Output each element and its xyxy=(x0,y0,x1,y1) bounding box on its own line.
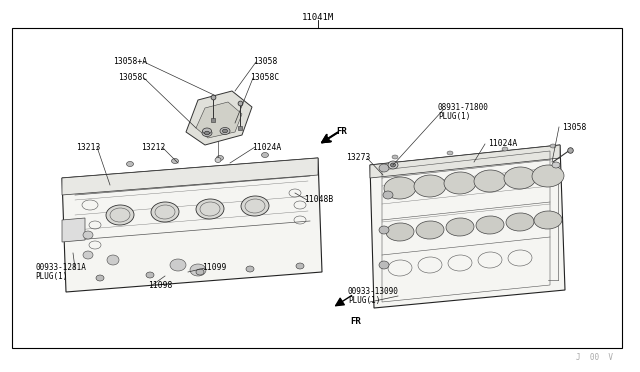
Polygon shape xyxy=(370,145,565,308)
Ellipse shape xyxy=(262,153,269,157)
Text: PLUG(1): PLUG(1) xyxy=(438,112,470,121)
Polygon shape xyxy=(196,102,242,138)
Ellipse shape xyxy=(107,255,119,265)
Text: FR: FR xyxy=(336,126,347,135)
Text: PLUG(1): PLUG(1) xyxy=(35,273,67,282)
Ellipse shape xyxy=(384,177,416,199)
Text: FR: FR xyxy=(350,317,361,326)
Text: J  00  V: J 00 V xyxy=(576,353,613,362)
Ellipse shape xyxy=(202,128,211,134)
Ellipse shape xyxy=(202,129,212,137)
Ellipse shape xyxy=(444,172,476,194)
Text: 11099: 11099 xyxy=(202,263,227,273)
Ellipse shape xyxy=(151,202,179,222)
Text: 11098: 11098 xyxy=(148,282,172,291)
Text: 00933-13090: 00933-13090 xyxy=(348,286,399,295)
Text: 13212: 13212 xyxy=(141,142,165,151)
Ellipse shape xyxy=(534,211,562,229)
Ellipse shape xyxy=(474,170,506,192)
Ellipse shape xyxy=(502,147,508,151)
Ellipse shape xyxy=(83,231,93,239)
Ellipse shape xyxy=(83,251,93,259)
Text: 13058+A: 13058+A xyxy=(113,58,147,67)
Ellipse shape xyxy=(106,205,134,225)
Polygon shape xyxy=(186,91,252,145)
Text: 13273: 13273 xyxy=(346,154,370,163)
Text: 13058C: 13058C xyxy=(250,74,279,83)
Ellipse shape xyxy=(392,155,398,159)
Polygon shape xyxy=(370,145,560,178)
Text: 08931-71800: 08931-71800 xyxy=(438,103,489,112)
Ellipse shape xyxy=(190,264,206,276)
Text: 11048B: 11048B xyxy=(304,196,333,205)
Polygon shape xyxy=(62,158,318,195)
Ellipse shape xyxy=(127,161,134,167)
Text: 11024A: 11024A xyxy=(252,142,281,151)
Text: 13058: 13058 xyxy=(562,122,586,131)
Ellipse shape xyxy=(223,129,227,133)
Ellipse shape xyxy=(532,165,564,187)
Text: 13058C: 13058C xyxy=(118,74,147,83)
Ellipse shape xyxy=(146,272,154,278)
Ellipse shape xyxy=(196,269,204,275)
Ellipse shape xyxy=(552,162,560,168)
Ellipse shape xyxy=(215,157,221,163)
Ellipse shape xyxy=(390,163,396,167)
Ellipse shape xyxy=(504,167,536,189)
Text: PLUG(1): PLUG(1) xyxy=(348,295,380,305)
Ellipse shape xyxy=(220,128,230,135)
Bar xyxy=(12,28,622,348)
Ellipse shape xyxy=(446,218,474,236)
Ellipse shape xyxy=(205,131,209,135)
Ellipse shape xyxy=(506,213,534,231)
Ellipse shape xyxy=(416,221,444,239)
Text: 13058: 13058 xyxy=(253,58,277,67)
Text: 13213: 13213 xyxy=(76,142,100,151)
Ellipse shape xyxy=(196,199,224,219)
Polygon shape xyxy=(62,158,322,292)
Ellipse shape xyxy=(96,275,104,281)
Ellipse shape xyxy=(386,223,414,241)
Ellipse shape xyxy=(379,261,389,269)
Text: 00933-1281A: 00933-1281A xyxy=(35,263,86,273)
Polygon shape xyxy=(62,218,85,242)
Ellipse shape xyxy=(414,175,446,197)
Ellipse shape xyxy=(379,164,389,172)
Ellipse shape xyxy=(216,155,223,160)
Ellipse shape xyxy=(550,144,556,148)
Ellipse shape xyxy=(383,191,393,199)
Text: 11024A: 11024A xyxy=(488,140,517,148)
Ellipse shape xyxy=(241,196,269,216)
Ellipse shape xyxy=(246,266,254,272)
Ellipse shape xyxy=(388,161,398,169)
Ellipse shape xyxy=(172,158,179,164)
Ellipse shape xyxy=(296,263,304,269)
Text: 11041M: 11041M xyxy=(302,13,334,22)
Ellipse shape xyxy=(447,151,453,155)
Ellipse shape xyxy=(476,216,504,234)
Ellipse shape xyxy=(170,259,186,271)
Ellipse shape xyxy=(379,226,389,234)
